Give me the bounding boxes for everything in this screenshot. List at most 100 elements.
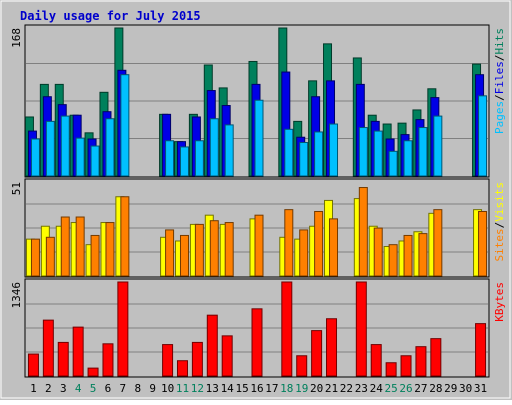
bar-kbytes-day-19 [296,355,308,377]
x-tick-label-day-29: 29 [444,382,457,395]
bar-visits-day-16 [254,214,264,277]
x-tick-label-day-6: 6 [105,382,112,395]
panel-2-legend-item: Sites [493,228,506,261]
bar-visits-day-24 [373,227,383,277]
bar-kbytes-day-24 [370,344,382,377]
bar-pages-day-13 [209,118,219,177]
bar-pages-day-26 [403,140,413,177]
bar-visits-day-28 [433,209,443,277]
bar-visits-day-7 [120,196,130,277]
x-tick-label-day-25: 25 [385,382,398,395]
panel-3-legend: KBytes [493,282,506,322]
bar-pages-day-4 [75,137,85,177]
bar-pages-day-12 [194,140,204,177]
bar-pages-day-23 [358,127,368,177]
bar-visits-day-31 [478,210,488,277]
bar-kbytes-day-26 [400,355,412,377]
x-tick-label-day-11: 11 [176,382,189,395]
bar-visits-day-11 [179,234,189,277]
x-tick-label-day-8: 8 [134,382,141,395]
x-tick-label-day-12: 12 [191,382,204,395]
bar-visits-day-14 [224,222,234,277]
x-tick-label-day-17: 17 [265,382,278,395]
bar-kbytes-day-10 [162,344,174,377]
bar-pages-day-24 [373,130,383,177]
bar-visits-day-20 [314,210,324,277]
bar-visits-day-1 [30,238,40,277]
bar-pages-day-28 [433,115,443,177]
panel-1-legend-item: Hits [493,28,506,55]
panel-1-legend-item: Files [493,61,506,94]
x-tick-label-day-10: 10 [161,382,174,395]
panel-1-legend: Pages/Files/Hits [493,28,506,134]
bar-kbytes-day-23 [355,281,367,377]
bar-kbytes-day-16 [251,308,263,377]
bar-kbytes-day-27 [415,346,427,377]
bar-pages-day-7 [120,74,130,177]
bar-kbytes-day-31 [475,323,487,377]
bar-pages-day-19 [299,142,309,177]
bar-kbytes-day-5 [87,367,99,377]
x-tick-label-day-22: 22 [340,382,353,395]
panel-2-legend: Sites/Visits [493,182,506,262]
bar-visits-day-27 [418,233,428,277]
bar-visits-day-26 [403,234,413,277]
bar-pages-day-25 [388,150,398,177]
bar-visits-day-4 [75,216,85,277]
bar-kbytes-day-20 [311,330,323,377]
x-tick-label-day-15: 15 [235,382,248,395]
bar-kbytes-day-2 [42,319,54,377]
bar-kbytes-day-3 [57,341,69,377]
bar-kbytes-day-21 [326,318,338,377]
panel-3-legend-item: KBytes [493,282,506,322]
bar-visits-day-19 [299,229,309,277]
bar-pages-day-20 [314,131,324,177]
bar-pages-day-3 [60,115,70,177]
x-tick-label-day-27: 27 [414,382,427,395]
x-tick-label-day-3: 3 [60,382,67,395]
bar-kbytes-day-14 [221,335,233,377]
bar-pages-day-14 [224,124,234,177]
bar-pages-day-6 [105,118,115,177]
panel-1-legend-item: / [493,94,506,101]
bar-visits-day-12 [194,223,204,277]
x-tick-label-day-20: 20 [310,382,323,395]
bar-pages-day-5 [90,145,100,177]
chart-title: Daily usage for July 2015 [20,9,201,23]
bar-visits-day-3 [60,216,70,277]
x-tick-label-day-19: 19 [295,382,308,395]
x-tick-label-day-2: 2 [45,382,52,395]
bar-visits-day-25 [388,244,398,277]
bar-kbytes-day-25 [385,362,397,377]
panel-3-max-label: 1346 [10,282,23,309]
x-tick-label-day-28: 28 [429,382,442,395]
x-tick-label-day-13: 13 [206,382,219,395]
x-tick-label-day-31: 31 [474,382,487,395]
bar-pages-day-11 [179,146,189,177]
bar-pages-day-31 [478,95,488,177]
bar-kbytes-day-28 [430,338,442,377]
bar-kbytes-day-13 [206,314,218,377]
x-tick-label-day-18: 18 [280,382,293,395]
bar-pages-day-18 [284,128,294,177]
panel-2-max-label: 51 [10,182,23,195]
bar-kbytes-day-18 [281,281,293,377]
x-tick-label-day-4: 4 [75,382,82,395]
x-tick-label-day-5: 5 [90,382,97,395]
bar-visits-day-23 [358,187,368,277]
bar-kbytes-day-4 [72,326,84,377]
bar-pages-day-21 [329,123,339,177]
bar-pages-day-16 [254,99,264,177]
bar-pages-day-2 [45,120,55,177]
bar-kbytes-day-7 [117,281,129,377]
bar-visits-day-6 [105,222,115,277]
panel-2-legend-item: / [493,222,506,229]
bar-visits-day-18 [284,209,294,277]
x-tick-label-day-14: 14 [221,382,235,395]
panel-1-legend-item: / [493,55,506,62]
x-tick-label-day-9: 9 [149,382,156,395]
bar-kbytes-day-12 [191,341,203,377]
x-tick-label-day-24: 24 [370,382,384,395]
